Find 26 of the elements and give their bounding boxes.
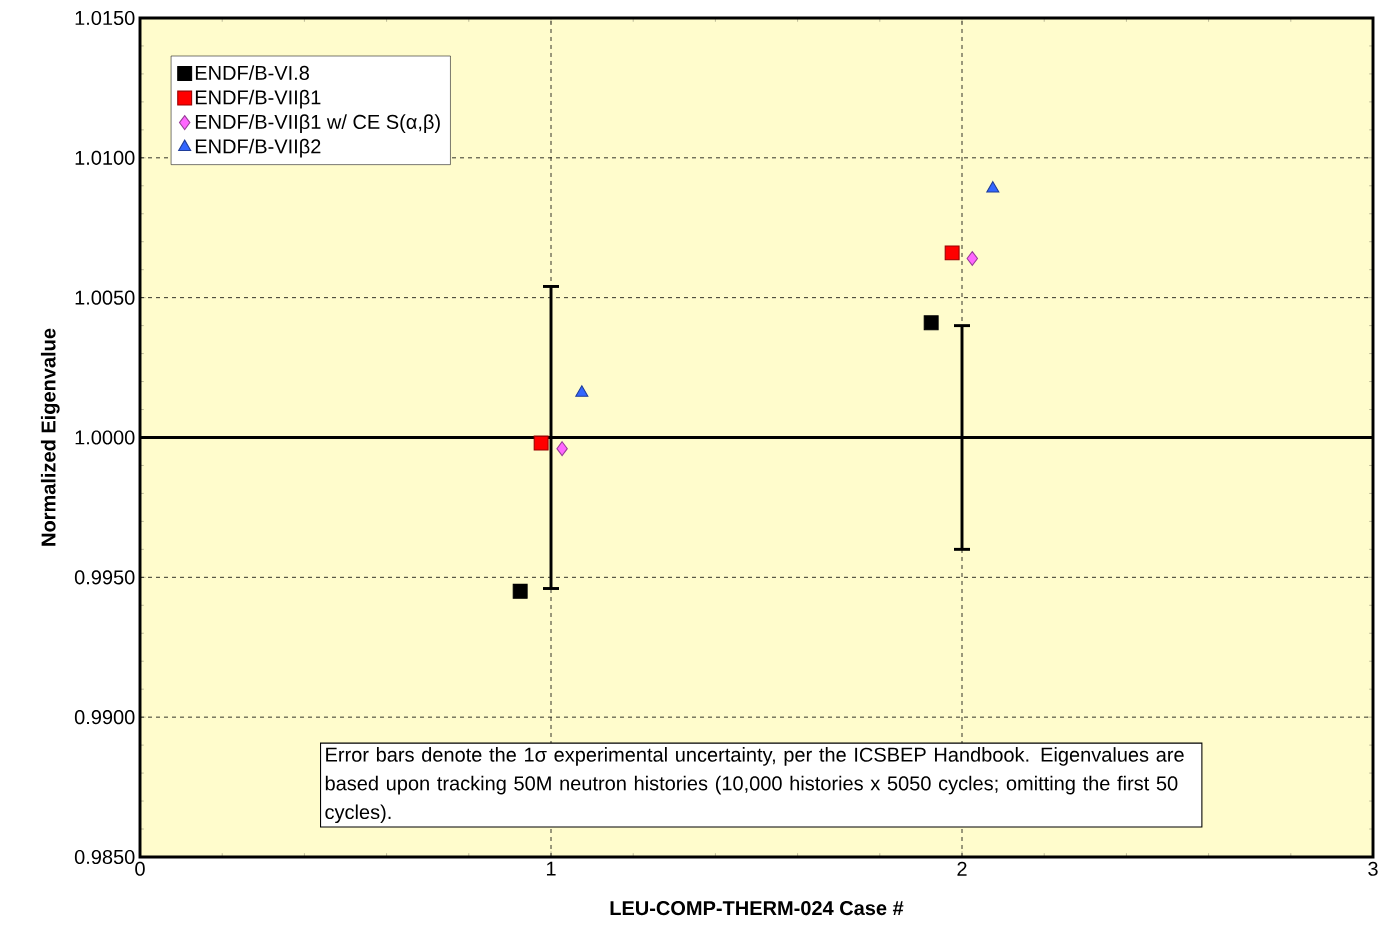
annotation: Error bars denote the 1σ experimental uncertainty, per the ICSBEP Handbook. Eigenvalues are based upon tracking 50M neutron histories (10,000 histories x 5050 cycles; omitting the first 50 cycles). [325, 747, 1184, 824]
y-tick-label: 1.0150 [75, 10, 135, 26]
y-axis-title: Normalized Eigenvalue [40, 328, 60, 546]
x-tick-label: 2 [957, 861, 967, 876]
y-tick-label: 1.0000 [75, 430, 135, 445]
point [923, 315, 939, 331]
y-tick-label: 0.9950 [74, 570, 135, 585]
legend-label: ENDF/B-VIIβ1 [195, 89, 321, 109]
y-tick-label: 0.9900 [74, 710, 135, 725]
point [533, 435, 549, 451]
point [966, 251, 979, 266]
point [944, 245, 960, 261]
y-tick-label: 0.9850 [74, 849, 135, 865]
x-tick-label: 1 [546, 861, 556, 876]
y-tick-label: 1.0100 [75, 150, 135, 165]
legend-label: ENDF/B-VI.8 [195, 65, 309, 81]
legend-label: ENDF/B-VIIβ2 [195, 138, 321, 158]
x-axis-title: LEU-COMP-THERM-024 Case # [610, 901, 904, 916]
point [575, 385, 589, 397]
y-tick-label: 1.0050 [75, 290, 135, 305]
point [986, 181, 1000, 193]
point [556, 441, 568, 457]
x-tick-label: 0 [135, 861, 145, 876]
legend-label: ENDF/B-VIIβ1 w/ CE S(α,β) [195, 114, 440, 133]
x-tick-label: 3 [1368, 861, 1378, 876]
point [512, 583, 528, 599]
